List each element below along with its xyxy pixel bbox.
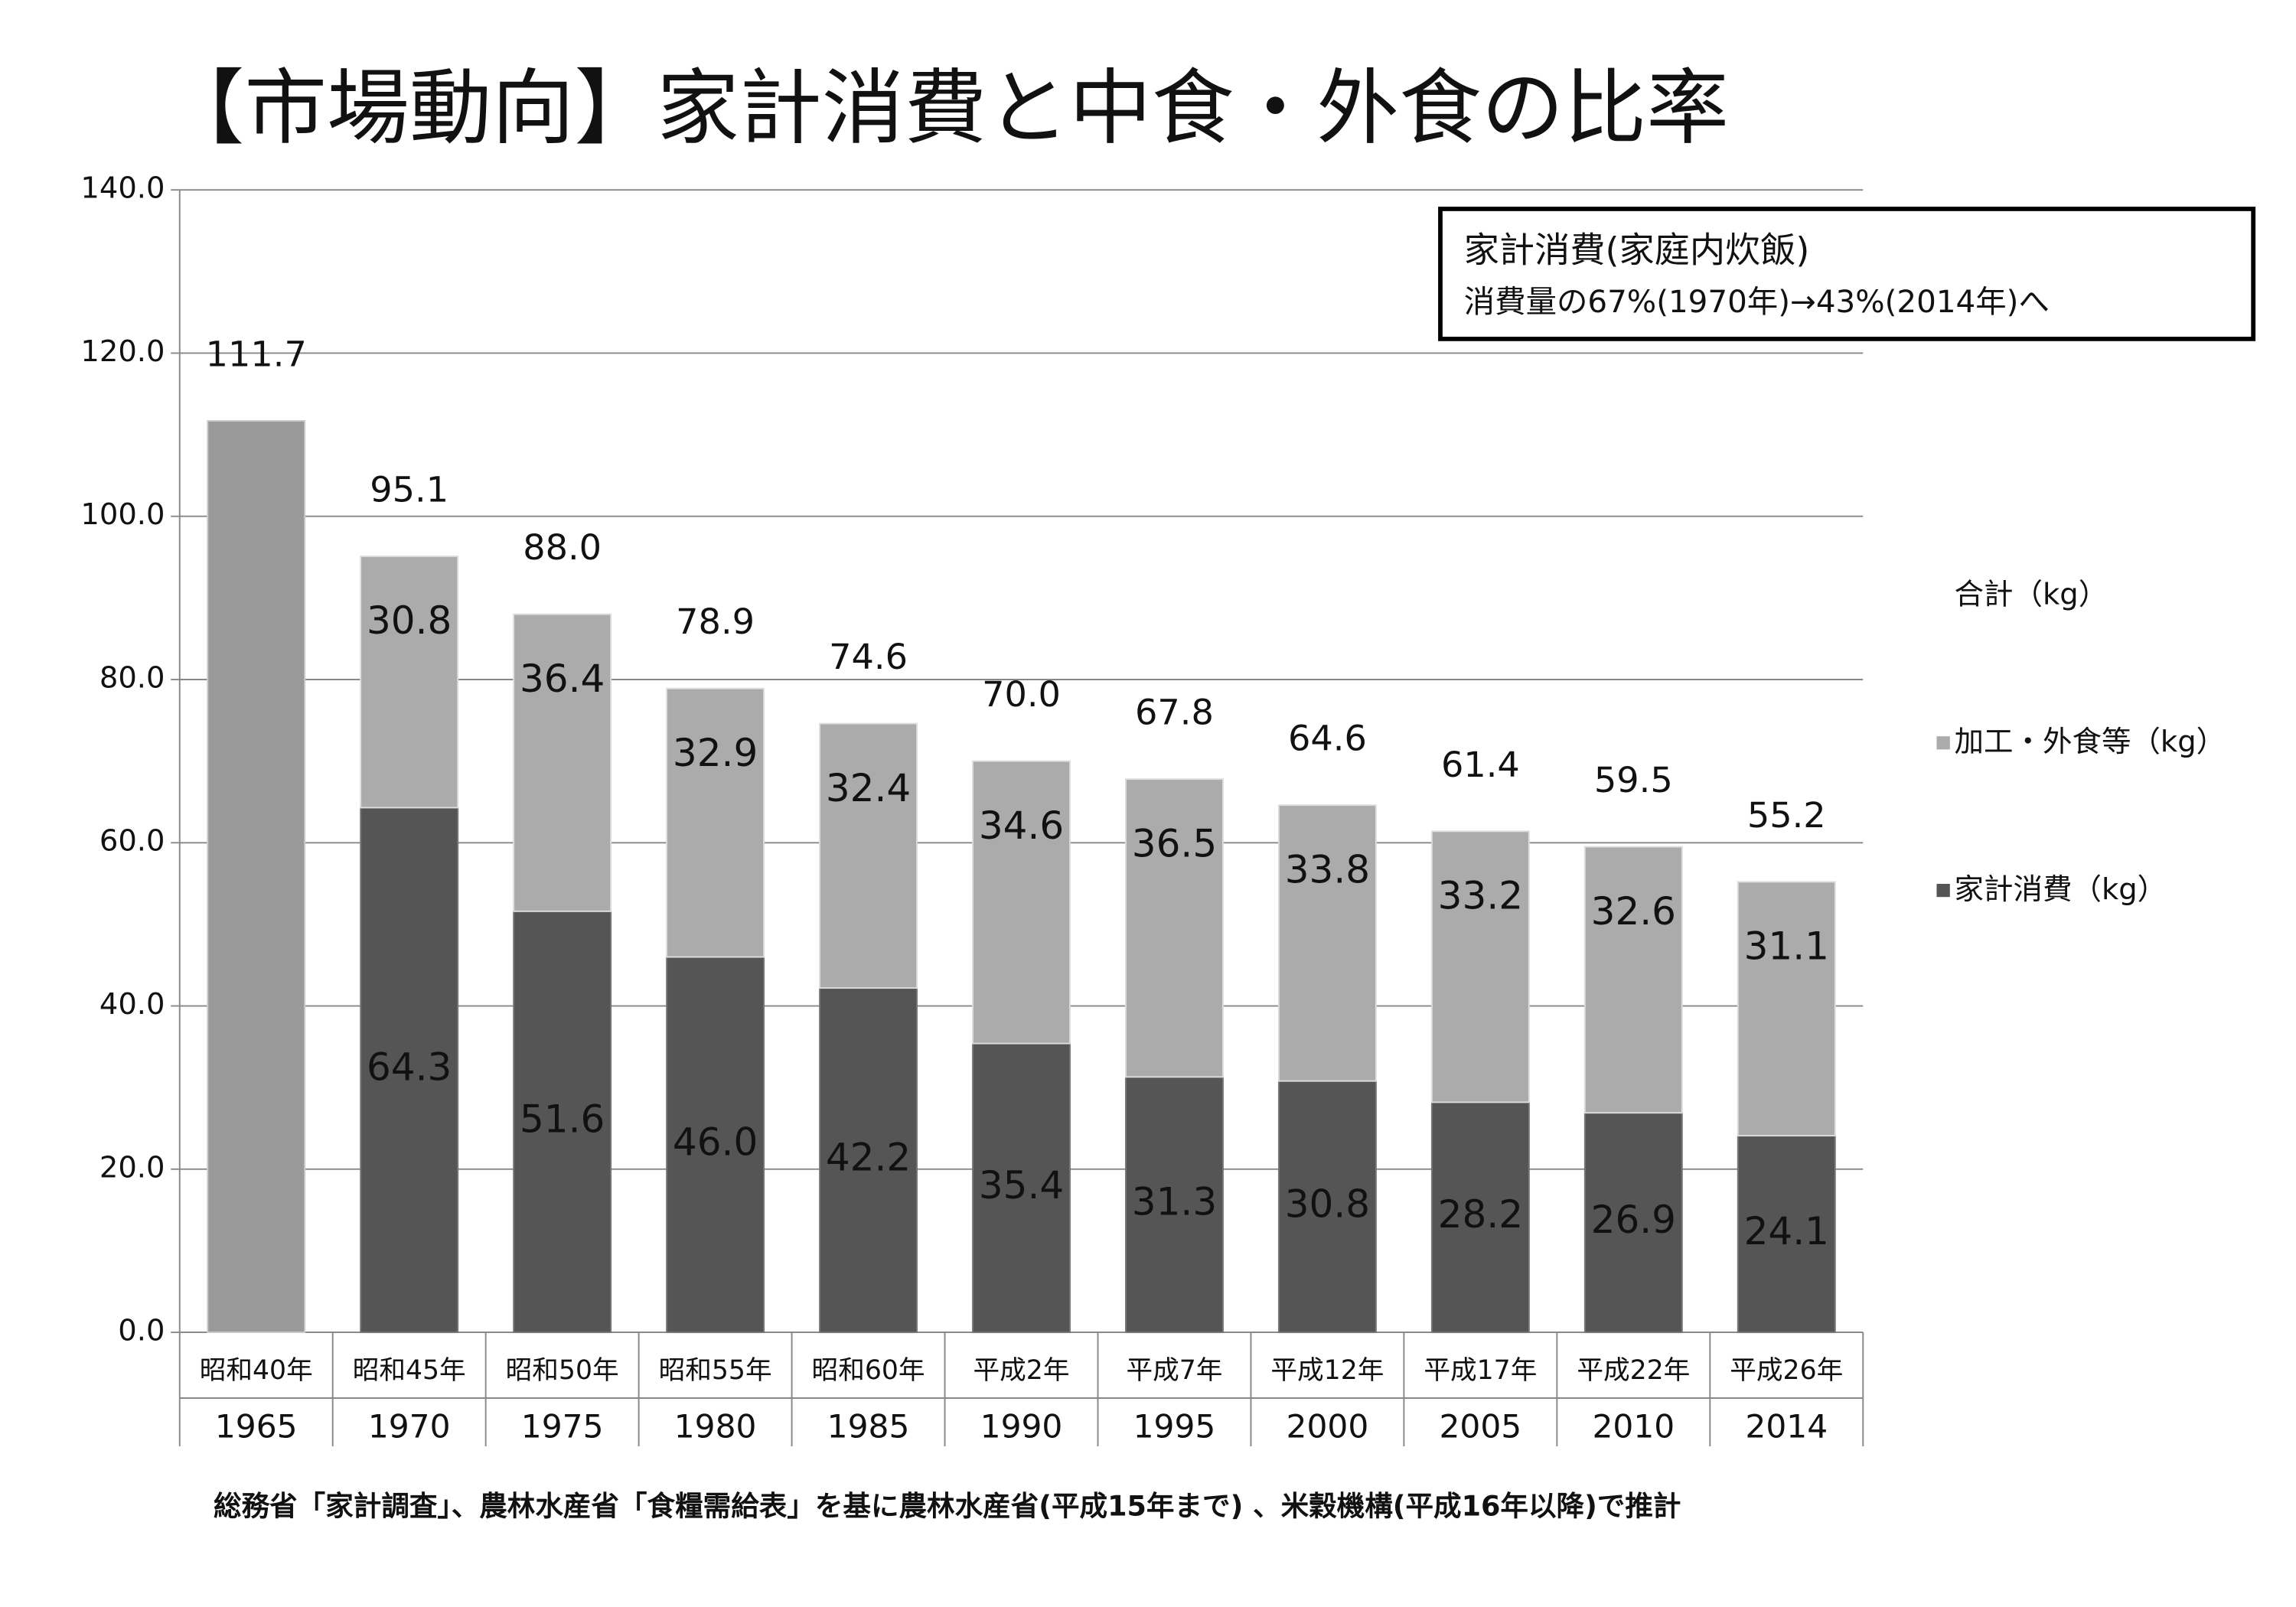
y-tick-label: 0.0 [118,1314,165,1348]
x-era-label: 平成17年 [1424,1355,1537,1386]
x-era-label: 昭和50年 [506,1355,619,1386]
bar-segment [1124,1076,1224,1334]
y-tick-label: 80.0 [99,661,165,696]
bar-segment [1583,846,1683,1114]
bar-segment [360,807,459,1334]
total-value-label: 78.9 [676,601,755,642]
annotation-box [1438,207,2256,341]
bar-value-label: 28.2 [1438,1192,1523,1237]
bar-segment [819,722,918,989]
legend-swatch [1936,884,1950,898]
bar-segment [972,760,1071,1045]
x-era-label: 平成7年 [1126,1355,1222,1386]
bar-value-label: 36.4 [520,657,605,701]
bar-value-label: 46.0 [673,1120,758,1164]
source-note: 総務省「家計調査」、農林水産省「食糧需給表」を基に農林水産省(平成15年まで) … [214,1490,1681,1523]
total-value-label: 67.8 [1135,692,1214,733]
bar-segment [513,613,612,912]
annotation-title: 家計消費(家庭内炊飯) [1464,230,1810,271]
bar-segment [1583,1112,1683,1334]
x-tick-label: 1965 [215,1408,298,1446]
bar-value-label: 34.6 [979,804,1064,848]
y-tick-label: 120.0 [80,334,165,369]
y-tick-label: 140.0 [80,171,165,206]
total-value-label: 55.2 [1747,794,1826,836]
bar-value-label: 64.3 [367,1045,452,1090]
bar-value-label: 33.2 [1438,874,1523,918]
y-tick-label: 60.0 [99,824,165,859]
bar-value-label: 32.6 [1591,889,1676,934]
total-value-label: 74.6 [829,636,908,677]
y-tick-label: 40.0 [99,987,165,1022]
x-tick-label: 1990 [980,1408,1063,1446]
total-value-label: 95.1 [370,469,448,510]
x-tick-label: 1975 [521,1408,604,1446]
bar-value-label: 33.8 [1285,848,1370,892]
legend-label: 合計（kg） [1955,578,2108,612]
x-tick-label: 1980 [674,1408,757,1446]
bar-segment [1430,830,1530,1103]
bar-segment [666,956,765,1334]
annotation-text: 消費量の67%(1970年)→43%(2014年)へ [1464,285,2050,320]
bar-segment [972,1042,1071,1334]
legend-label: 加工・外食等（kg） [1955,725,2226,759]
bar-value-label: 24.1 [1744,1209,1829,1253]
bar-value-label: 32.4 [826,766,911,810]
total-value-label: 64.6 [1288,718,1367,759]
bar-value-label: 32.9 [673,731,758,775]
bar-segment [1277,804,1377,1082]
bar-segment [666,687,765,958]
x-tick-label: 1995 [1133,1408,1216,1446]
x-era-label: 昭和60年 [812,1355,925,1386]
bar-value-label: 26.9 [1591,1198,1676,1242]
x-era-label: 平成2年 [974,1355,1070,1386]
x-tick-label: 2014 [1745,1408,1828,1446]
bar-segment [1124,778,1224,1078]
bar-segment [360,556,459,809]
total-value-label: 61.4 [1441,744,1520,785]
bar-segment [513,910,612,1334]
bar-value-label: 51.6 [520,1097,605,1142]
bar-value-label: 42.2 [826,1136,911,1180]
x-era-label: 平成26年 [1730,1355,1843,1386]
bar-value-label: 36.5 [1132,822,1217,866]
bar-segment [1277,1080,1377,1334]
y-tick-label: 100.0 [80,497,165,532]
bar-segment [819,987,918,1334]
x-tick-label: 1985 [827,1408,910,1446]
x-era-label: 平成12年 [1270,1355,1384,1386]
x-tick-label: 1970 [368,1408,451,1446]
total-bar [207,420,306,1334]
x-era-label: 平成22年 [1577,1355,1690,1386]
chart-title: 【市場動向】家計消費と中食・外食の比率 [162,60,1729,156]
legend-swatch [1936,736,1950,750]
x-era-label: 昭和55年 [659,1355,772,1386]
bar-segment [1737,881,1836,1137]
x-era-label: 昭和45年 [353,1355,466,1386]
bar-segment [1430,1101,1530,1334]
bar-segment [1737,1135,1836,1334]
bar-value-label: 30.8 [367,598,452,643]
bar-value-label: 31.3 [1132,1180,1217,1224]
x-tick-label: 2010 [1592,1408,1675,1446]
legend-label: 家計消費（kg） [1955,872,2167,907]
total-value-label: 88.0 [523,526,602,568]
total-value-label: 111.7 [206,334,307,375]
bar-value-label: 30.8 [1285,1182,1370,1227]
x-tick-label: 2005 [1440,1408,1522,1446]
y-tick-label: 20.0 [99,1150,165,1185]
total-value-label: 59.5 [1594,759,1673,800]
x-era-label: 昭和40年 [200,1355,313,1386]
x-tick-label: 2000 [1287,1408,1369,1446]
bar-value-label: 31.1 [1744,924,1829,969]
total-value-label: 70.0 [982,673,1061,715]
bar-value-label: 35.4 [979,1163,1064,1208]
